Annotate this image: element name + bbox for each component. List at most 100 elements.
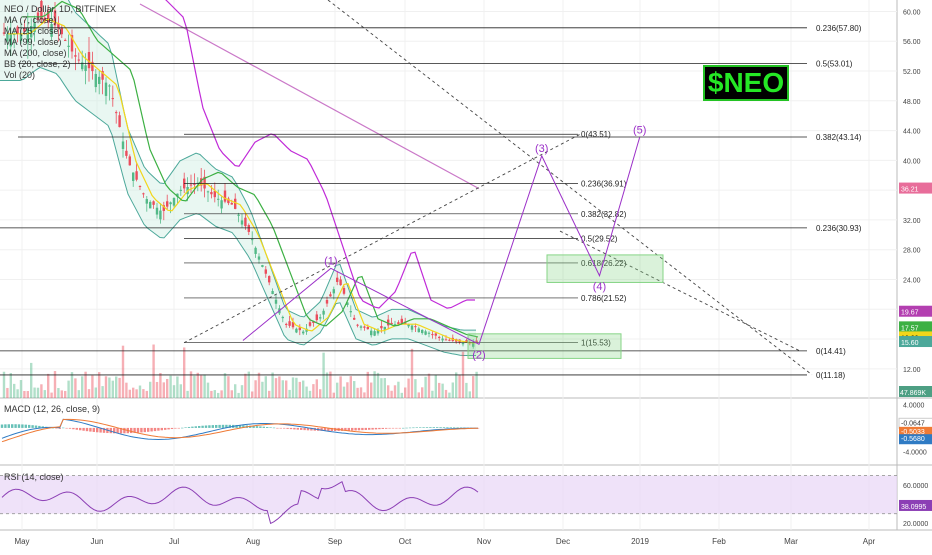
signal-line [1,418,478,443]
candle-body [251,239,254,241]
volume-bar [26,391,29,398]
volume-bar [465,382,468,398]
candle-body [302,331,305,334]
candle-body [434,333,437,336]
volume-bar [176,376,179,398]
legend-ma7[interactable]: MA (7, close) [4,15,57,25]
macd-hist-bar [208,425,211,428]
candle-body [220,200,223,209]
candle-body [237,214,240,216]
candle-body [465,340,468,343]
candle-body [410,325,414,330]
legend-ma200[interactable]: MA (200, close) [4,48,67,58]
volume-bar [383,378,386,398]
macd-hist-bar [266,426,269,428]
legend-vol[interactable]: Vol (20) [4,70,36,80]
candle-body [291,322,295,328]
macd-tag-label: -0.5033 [901,429,925,436]
candle-body [397,322,400,325]
macd-hist-bar [303,427,306,431]
candle-body [312,321,315,323]
y-tick-label: 60.00 [903,9,921,16]
volume-bar [434,374,437,398]
volume-bar [145,390,148,398]
volume-bar [342,386,346,398]
volume-bar [407,378,410,398]
candle-body [234,198,237,209]
candle-body [268,276,271,283]
candle-body [319,317,322,319]
candle-body [271,291,274,295]
legend-ma25[interactable]: MA (25, close) [4,26,62,36]
fib-level-label: 0(11.18) [816,371,846,380]
candle-body [26,28,29,43]
volume-bar [108,377,111,398]
macd-hist-bar [283,427,286,429]
macd-hist-bar [41,426,44,428]
candle-body [19,33,23,42]
main-legend: NEO / Dollar, 1D, BITFINEX MA (7, close)… [4,4,116,81]
macd-hist-bar [340,427,344,431]
legend-symbol[interactable]: NEO / Dollar, 1D, BITFINEX [4,4,117,14]
macd-legend[interactable]: MACD (12, 26, close, 9) [4,404,101,414]
volume-bar [60,390,63,398]
candle-body [128,156,131,166]
macd-hist-bar [425,427,429,428]
volume-bar [373,371,376,398]
x-tick-label: Apr [863,537,876,546]
macd-hist-bar [235,424,238,428]
candle-body [200,178,203,186]
volume-bar [210,390,213,398]
candle-body [57,23,60,29]
candle-body [87,52,91,69]
volume-bar [115,376,118,398]
candle-body [189,184,193,186]
price-tag-bg [899,182,932,194]
y-tick-label: 48.00 [903,99,921,106]
fib-level-label: 0.5(53.01) [816,59,853,68]
inner-fib-label: 0(43.51) [581,130,611,139]
volume-bar [13,383,16,398]
candle-body [94,73,97,88]
macd-hist-bar [442,427,446,428]
candle-body [217,198,220,200]
inner-fib-label: 0.618(26.22) [581,259,627,268]
volume-bar [223,373,227,398]
candle-body [257,256,261,260]
legend-bb[interactable]: BB (20, close, 2) [4,59,71,69]
candle-body [431,334,434,336]
macd-hist-bar [347,427,350,431]
volume-bar [380,378,383,398]
dashed-trendline [327,0,813,376]
volume-bar [288,389,291,398]
candle-body [149,201,152,209]
volume-bar [370,382,373,398]
macd-hist-bar [378,427,381,430]
macd-hist-bar [75,427,78,430]
macd-hist-bar [11,424,14,428]
candle-body [60,27,63,35]
macd-hist-bar [459,427,463,429]
macd-hist-bar [446,427,449,428]
macd-hist-bar [405,427,408,429]
volume-bar [312,384,315,398]
volume-bar [319,389,322,398]
rsi-line [1,480,479,525]
macd-hist-bar [357,427,361,431]
candle-body [400,318,403,325]
candle-body [383,326,386,330]
volume-bar [227,376,230,398]
macd-hist-bar [221,424,225,428]
volume-bar [332,392,335,398]
macd-hist-bar [361,427,364,431]
legend-ma99[interactable]: MA (99, close) [4,37,62,47]
macd-hist-bar [344,427,347,431]
rsi-legend[interactable]: RSI (14, close) [4,472,64,482]
macd-hist-bar [24,424,27,428]
macd-hist-bar [272,427,276,429]
volume-bar [455,372,458,398]
candle-body [325,299,329,304]
candle-body [2,32,6,34]
